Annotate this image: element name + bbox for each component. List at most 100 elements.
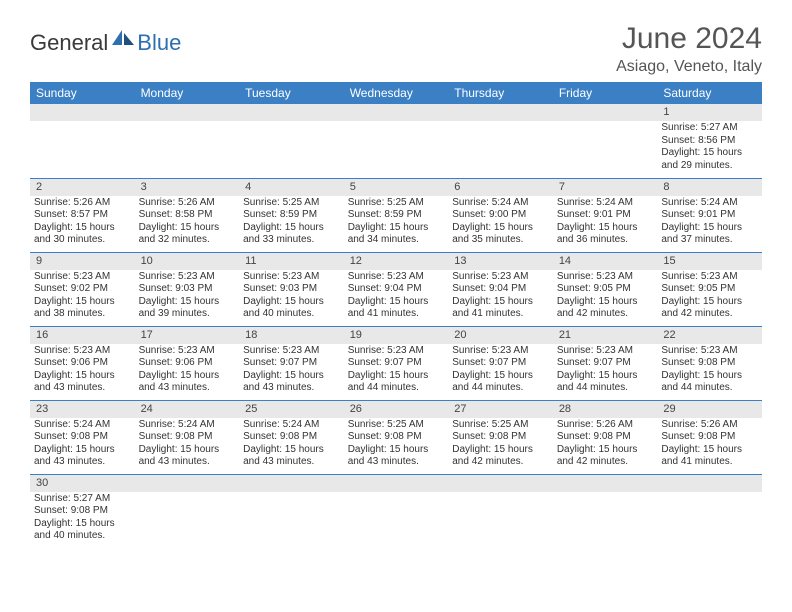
day-text: Sunrise: 5:24 AMSunset: 9:01 PMDaylight:… (553, 196, 658, 250)
day-text: Sunrise: 5:23 AMSunset: 9:07 PMDaylight:… (239, 344, 344, 398)
day-number: 8 (657, 179, 762, 196)
day-cell: 25Sunrise: 5:24 AMSunset: 9:08 PMDayligh… (239, 400, 344, 474)
day-text: Sunrise: 5:25 AMSunset: 9:08 PMDaylight:… (344, 418, 449, 472)
calendar-body: 1Sunrise: 5:27 AMSunset: 8:56 PMDaylight… (30, 104, 762, 548)
daylight-text: Daylight: 15 hours and 43 minutes. (243, 370, 340, 395)
dayname-saturday: Saturday (657, 82, 762, 104)
week-row: 23Sunrise: 5:24 AMSunset: 9:08 PMDayligh… (30, 400, 762, 474)
day-number: 14 (553, 253, 658, 270)
daylight-text: Daylight: 15 hours and 38 minutes. (34, 296, 131, 321)
day-text: Sunrise: 5:23 AMSunset: 9:07 PMDaylight:… (344, 344, 449, 398)
day-number (344, 475, 449, 492)
day-cell (135, 474, 240, 548)
day-number: 13 (448, 253, 553, 270)
sunrise-text: Sunrise: 5:27 AM (661, 122, 758, 135)
week-row: 9Sunrise: 5:23 AMSunset: 9:02 PMDaylight… (30, 252, 762, 326)
day-number: 17 (135, 327, 240, 344)
week-row: 16Sunrise: 5:23 AMSunset: 9:06 PMDayligh… (30, 326, 762, 400)
sunset-text: Sunset: 9:06 PM (34, 357, 131, 370)
day-number (344, 104, 449, 121)
sunrise-text: Sunrise: 5:23 AM (557, 345, 654, 358)
day-number: 22 (657, 327, 762, 344)
sunrise-text: Sunrise: 5:23 AM (139, 345, 236, 358)
day-cell: 19Sunrise: 5:23 AMSunset: 9:07 PMDayligh… (344, 326, 449, 400)
sunrise-text: Sunrise: 5:25 AM (348, 197, 445, 210)
day-cell: 16Sunrise: 5:23 AMSunset: 9:06 PMDayligh… (30, 326, 135, 400)
day-cell: 1Sunrise: 5:27 AMSunset: 8:56 PMDaylight… (657, 104, 762, 178)
sunrise-text: Sunrise: 5:23 AM (243, 345, 340, 358)
daylight-text: Daylight: 15 hours and 44 minutes. (557, 370, 654, 395)
daylight-text: Daylight: 15 hours and 43 minutes. (139, 370, 236, 395)
day-text: Sunrise: 5:25 AMSunset: 8:59 PMDaylight:… (344, 196, 449, 250)
sunset-text: Sunset: 8:56 PM (661, 135, 758, 148)
day-cell: 12Sunrise: 5:23 AMSunset: 9:04 PMDayligh… (344, 252, 449, 326)
sunrise-text: Sunrise: 5:26 AM (661, 419, 758, 432)
dayname-wednesday: Wednesday (344, 82, 449, 104)
daylight-text: Daylight: 15 hours and 30 minutes. (34, 222, 131, 247)
sunset-text: Sunset: 8:59 PM (243, 209, 340, 222)
daylight-text: Daylight: 15 hours and 34 minutes. (348, 222, 445, 247)
day-number (239, 475, 344, 492)
day-text: Sunrise: 5:23 AMSunset: 9:05 PMDaylight:… (657, 270, 762, 324)
day-text: Sunrise: 5:23 AMSunset: 9:03 PMDaylight:… (135, 270, 240, 324)
day-cell (344, 474, 449, 548)
sunrise-text: Sunrise: 5:23 AM (452, 345, 549, 358)
day-number: 3 (135, 179, 240, 196)
day-cell: 9Sunrise: 5:23 AMSunset: 9:02 PMDaylight… (30, 252, 135, 326)
sunset-text: Sunset: 9:08 PM (139, 431, 236, 444)
dayname-monday: Monday (135, 82, 240, 104)
day-cell: 29Sunrise: 5:26 AMSunset: 9:08 PMDayligh… (657, 400, 762, 474)
sunrise-text: Sunrise: 5:24 AM (557, 197, 654, 210)
daylight-text: Daylight: 15 hours and 44 minutes. (348, 370, 445, 395)
day-cell: 28Sunrise: 5:26 AMSunset: 9:08 PMDayligh… (553, 400, 658, 474)
day-number: 20 (448, 327, 553, 344)
sunrise-text: Sunrise: 5:23 AM (661, 345, 758, 358)
daylight-text: Daylight: 15 hours and 33 minutes. (243, 222, 340, 247)
logo: General Blue (30, 22, 181, 58)
day-cell (344, 104, 449, 178)
day-text: Sunrise: 5:23 AMSunset: 9:02 PMDaylight:… (30, 270, 135, 324)
daylight-text: Daylight: 15 hours and 42 minutes. (452, 444, 549, 469)
logo-text-general: General (30, 30, 108, 56)
day-cell: 4Sunrise: 5:25 AMSunset: 8:59 PMDaylight… (239, 178, 344, 252)
daylight-text: Daylight: 15 hours and 41 minutes. (661, 444, 758, 469)
day-cell (135, 104, 240, 178)
day-number (239, 104, 344, 121)
day-number: 29 (657, 401, 762, 418)
sunrise-text: Sunrise: 5:23 AM (557, 271, 654, 284)
sunrise-text: Sunrise: 5:25 AM (452, 419, 549, 432)
dayname-friday: Friday (553, 82, 658, 104)
day-cell (239, 104, 344, 178)
sunset-text: Sunset: 9:08 PM (34, 505, 131, 518)
sunset-text: Sunset: 9:02 PM (34, 283, 131, 296)
daylight-text: Daylight: 15 hours and 37 minutes. (661, 222, 758, 247)
day-text: Sunrise: 5:25 AMSunset: 9:08 PMDaylight:… (448, 418, 553, 472)
day-cell: 14Sunrise: 5:23 AMSunset: 9:05 PMDayligh… (553, 252, 658, 326)
day-text: Sunrise: 5:26 AMSunset: 8:57 PMDaylight:… (30, 196, 135, 250)
sunset-text: Sunset: 9:07 PM (348, 357, 445, 370)
day-number: 23 (30, 401, 135, 418)
daylight-text: Daylight: 15 hours and 29 minutes. (661, 147, 758, 172)
daylight-text: Daylight: 15 hours and 44 minutes. (452, 370, 549, 395)
day-number: 2 (30, 179, 135, 196)
week-row: 2Sunrise: 5:26 AMSunset: 8:57 PMDaylight… (30, 178, 762, 252)
week-row: 30Sunrise: 5:27 AMSunset: 9:08 PMDayligh… (30, 474, 762, 548)
day-cell (448, 104, 553, 178)
location-label: Asiago, Veneto, Italy (616, 58, 762, 76)
day-cell: 26Sunrise: 5:25 AMSunset: 9:08 PMDayligh… (344, 400, 449, 474)
daylight-text: Daylight: 15 hours and 40 minutes. (243, 296, 340, 321)
day-cell: 27Sunrise: 5:25 AMSunset: 9:08 PMDayligh… (448, 400, 553, 474)
sunrise-text: Sunrise: 5:27 AM (34, 493, 131, 506)
sunrise-text: Sunrise: 5:26 AM (34, 197, 131, 210)
daylight-text: Daylight: 15 hours and 41 minutes. (348, 296, 445, 321)
day-cell: 10Sunrise: 5:23 AMSunset: 9:03 PMDayligh… (135, 252, 240, 326)
calendar-page: General Blue June 2024 Asiago, Veneto, I… (0, 0, 792, 570)
sunset-text: Sunset: 9:07 PM (243, 357, 340, 370)
sunset-text: Sunset: 9:06 PM (139, 357, 236, 370)
sunrise-text: Sunrise: 5:24 AM (661, 197, 758, 210)
sunset-text: Sunset: 9:04 PM (452, 283, 549, 296)
daylight-text: Daylight: 15 hours and 39 minutes. (139, 296, 236, 321)
day-cell: 18Sunrise: 5:23 AMSunset: 9:07 PMDayligh… (239, 326, 344, 400)
day-number: 12 (344, 253, 449, 270)
daylight-text: Daylight: 15 hours and 43 minutes. (34, 370, 131, 395)
